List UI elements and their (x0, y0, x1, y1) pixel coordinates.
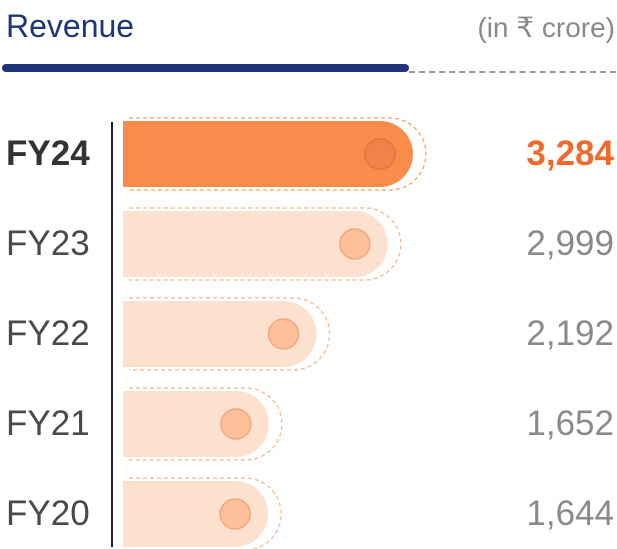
bar-outline-fy22 (129, 297, 331, 371)
value-label-fy24: 3,284 (526, 134, 614, 173)
bar-outline-fy20 (129, 477, 282, 549)
value-label-fy21: 1,652 (526, 404, 614, 443)
bar-fy23 (123, 211, 388, 277)
bar-dot-fy24 (364, 138, 396, 170)
bar-fy20 (123, 481, 269, 547)
bar-dot-fy20 (219, 498, 251, 530)
unit-label: (in ₹ crore) (477, 12, 615, 43)
bar-dot-fy23 (339, 228, 371, 260)
bar-outline-fy21 (129, 387, 283, 461)
revenue-bar-chart (111, 117, 427, 549)
bar-outline-fy24 (129, 117, 427, 191)
category-label-fy21: FY21 (6, 404, 90, 443)
category-label-fy22: FY22 (6, 314, 90, 353)
header-underline (2, 64, 409, 72)
value-label-fy22: 2,192 (526, 314, 614, 353)
value-label-fy23: 2,999 (526, 224, 614, 263)
bar-fy22 (123, 301, 317, 367)
bar-outline-fy23 (129, 207, 402, 281)
bar-dot-fy22 (267, 318, 300, 350)
chart-title: Revenue (6, 8, 135, 44)
bar-dot-fy21 (220, 408, 252, 440)
category-label-fy24: FY24 (6, 134, 90, 173)
category-label-fy23: FY23 (6, 224, 90, 263)
header-dashed-line (409, 71, 616, 73)
value-label-fy20: 1,644 (526, 494, 614, 533)
category-label-fy20: FY20 (6, 494, 90, 533)
bar-fy21 (123, 391, 269, 457)
bar-fy24 (123, 121, 413, 187)
